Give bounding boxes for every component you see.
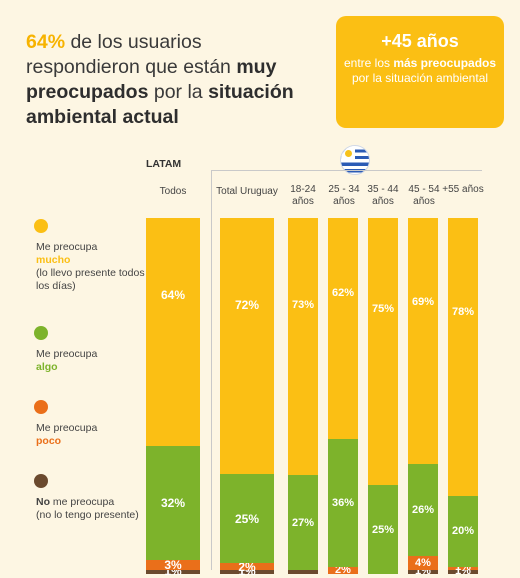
bar-segment-algo	[408, 463, 438, 557]
column-label: 25 - 34 años	[328, 184, 360, 207]
data-label-mucho: 72%	[234, 298, 260, 313]
bar-segment-poco	[220, 563, 274, 571]
data-label-algo: 25%	[371, 523, 395, 536]
bar-column: 1% 1% 20% 78%	[448, 218, 478, 577]
legend-text-algo: Me preocupa algo	[36, 348, 146, 374]
legend-pre: Me preocupa	[36, 422, 98, 434]
legend-dot-algo	[34, 326, 48, 340]
uruguay-group-divider	[212, 170, 482, 171]
callout-text-2: por la situación ambiental	[351, 71, 489, 85]
column-label: Todos	[159, 186, 187, 197]
bar-segment-no	[146, 570, 200, 574]
data-label-poco: 2%	[335, 564, 351, 577]
headline-emphasis-2: situación ambiental actual	[26, 81, 294, 128]
headline-emphasis-1: muy preocupados	[26, 56, 277, 103]
data-label-mucho: 62%	[331, 287, 355, 300]
bar-segment-poco	[448, 566, 478, 571]
data-label-mucho: 64%	[160, 288, 186, 303]
headline-text-2: por la	[148, 81, 209, 103]
column-label: +55 años	[442, 184, 484, 195]
bar-segment-algo	[448, 495, 478, 567]
data-label-mucho: 73%	[291, 299, 315, 312]
legend-text-no: No me preocupa (no lo tengo presente)	[36, 496, 146, 522]
bar-segment-poco	[408, 556, 438, 571]
legend-text-poco: Me preocupa poco	[36, 422, 146, 448]
callout-text: entre los más preocupados por la situaci…	[336, 56, 504, 86]
data-label-poco: 2%	[238, 559, 256, 574]
bar-segment-algo	[288, 475, 318, 571]
data-label-mucho: 75%	[371, 302, 395, 315]
bar-column: 1% 4% 26% 69%	[408, 218, 438, 577]
callout-text-1: entre los	[343, 56, 394, 70]
flag-sun	[345, 150, 352, 157]
legend-dot-mucho	[34, 219, 48, 233]
data-label-poco: 3%	[164, 558, 182, 573]
data-label-poco: 4%	[415, 557, 431, 570]
bar-segment-algo	[220, 474, 274, 564]
bar-segment-poco	[146, 559, 200, 571]
bar-column: 27% 73%	[288, 218, 318, 574]
bar-segment-no	[408, 570, 438, 574]
bar-segment-no	[220, 570, 274, 574]
bar-segment-mucho	[408, 218, 438, 464]
callout-box: +45 años entre los más preocupados por l…	[336, 16, 504, 128]
data-label-algo: 36%	[331, 496, 355, 509]
legend-pre: Me preocupa	[36, 241, 98, 253]
column-label: Total Uruguay	[216, 186, 278, 197]
data-label-algo: 32%	[160, 495, 186, 510]
headline-percentage: 64%	[26, 31, 66, 53]
legend-note: (lo llevo presente todos los días)	[36, 267, 145, 292]
bar-segment-algo	[368, 485, 398, 574]
bar-segment-mucho	[146, 218, 200, 446]
data-label-algo: 26%	[411, 503, 435, 516]
data-label-algo: 20%	[451, 525, 475, 538]
bar-column: 25% 75%	[368, 218, 398, 574]
callout-emphasis: más preocupados	[393, 56, 497, 70]
legend-highlight: algo	[36, 361, 58, 373]
bar-segment-no	[448, 570, 478, 574]
data-label-algo: 27%	[291, 516, 315, 529]
legend-pre: me preocupa	[50, 496, 115, 508]
legend-text-mucho: Me preocupa mucho (lo llevo presente todos…	[36, 241, 146, 293]
bar-segment-mucho	[368, 218, 398, 485]
callout-title: +45 años	[381, 31, 459, 51]
latam-group-label: LATAM	[146, 158, 182, 170]
legend-highlight: poco	[36, 435, 62, 447]
data-label-mucho: 69%	[411, 295, 435, 308]
bar-segment-mucho	[448, 218, 478, 496]
bar-segment-mucho	[220, 218, 274, 475]
bar-segment-no	[288, 570, 318, 574]
bar-segment-algo	[146, 445, 200, 560]
bar-column: 1% 3% 32% 64%	[146, 218, 200, 577]
legend-pre: Me preocupa	[36, 348, 98, 360]
bar-column: 1% 2% 25% 72%	[220, 218, 274, 577]
bar-segment-mucho	[288, 218, 318, 476]
bar-segment-algo	[328, 438, 358, 567]
column-label: 45 - 54 años	[408, 184, 440, 207]
legend-lead: No	[36, 496, 50, 508]
latam-uruguay-separator	[211, 170, 212, 570]
bar-segment-mucho	[328, 218, 358, 439]
legend-highlight: mucho	[36, 254, 71, 266]
data-label-mucho: 78%	[451, 306, 475, 319]
bar-segment-poco	[328, 566, 358, 574]
headline-text-1: de los usuarios respondieron que están	[26, 31, 237, 78]
data-label-algo: 25%	[234, 511, 260, 526]
headline: 64% de los usuarios respondieron que est…	[26, 30, 316, 130]
legend-dot-no	[34, 474, 48, 488]
bar-column: 2% 36% 62%	[328, 218, 358, 577]
column-label: 35 - 44 años	[367, 184, 399, 207]
legend-note: (no lo tengo presente)	[36, 509, 139, 521]
legend-dot-poco	[34, 400, 48, 414]
column-label: 18-24 años	[290, 184, 316, 207]
